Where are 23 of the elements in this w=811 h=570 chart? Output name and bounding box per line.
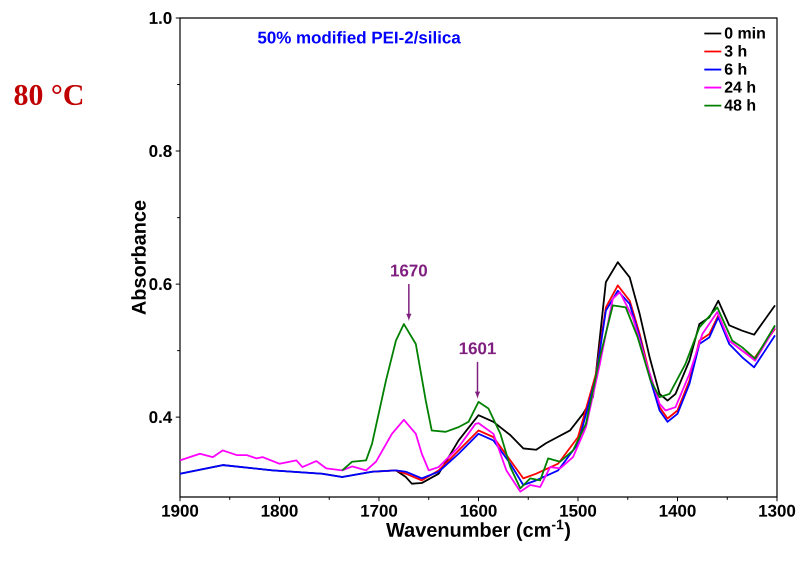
line-series (341, 304, 776, 490)
annotation: 1670 (391, 264, 427, 277)
y-tick-label: 0.6 (149, 278, 172, 290)
legend-label: 6 h (724, 63, 746, 75)
x-axis-title: Wavenumber (cm$^{-1}$) (386, 520, 570, 541)
y-tick-label: 1.0 (150, 12, 172, 24)
legend-label: 3 h (724, 45, 746, 57)
y-axis-title: Absorbance (131, 200, 146, 315)
x-tick-label: 1700 (361, 504, 398, 517)
legend-label: 48 h (724, 99, 756, 111)
x-tick-label: 1800 (262, 504, 298, 517)
annotation: 1601 (460, 342, 496, 354)
legend-label: 0 min (724, 26, 765, 39)
x-tick-label: 1900 (162, 504, 198, 517)
y-tick-label: 0.4 (149, 411, 172, 424)
text: 50% modified PEI-2/silica (258, 31, 461, 44)
text: 80 °C (14, 84, 82, 106)
x-tick-label: 1400 (660, 504, 696, 517)
legend-label: 24 h (724, 81, 756, 93)
x-tick-label: 1500 (560, 504, 596, 517)
y-tick-label: 0.8 (149, 145, 172, 158)
x-tick-label: 1600 (460, 504, 497, 517)
x-tick-label: 1300 (759, 504, 796, 517)
